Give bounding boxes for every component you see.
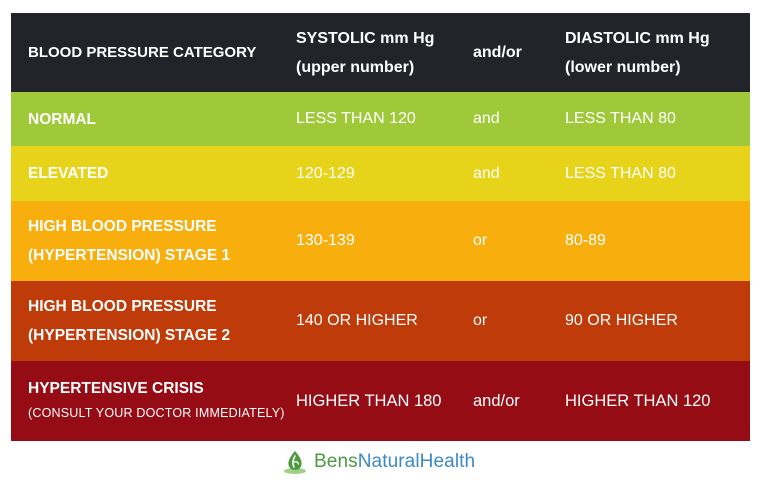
category-stage-1-line1: HIGH BLOOD PRESSURE [28,218,217,235]
table-row-stage-2: HIGH BLOOD PRESSURE (HYPERTENSION) STAGE… [11,281,750,361]
category-stage-1-line2: (HYPERTENSION) STAGE 1 [28,247,231,264]
operator-stage-1: or [473,232,488,249]
category-crisis-note: (CONSULT YOUR DOCTOR IMMEDIATELY) [28,406,285,420]
table-row-stage-1: HIGH BLOOD PRESSURE (HYPERTENSION) STAGE… [11,201,750,281]
brand-name-part1: Bens [314,451,358,472]
table-row-normal: NORMAL LESS THAN 120 and LESS THAN 80 [11,92,750,146]
brand-logo: BensNaturalHealth [282,447,475,477]
diastolic-normal: LESS THAN 80 [565,110,676,127]
diastolic-stage-1: 80-89 [565,232,606,249]
systolic-elevated: 120-129 [296,164,355,182]
blood-pressure-table: BLOOD PRESSURE CATEGORY SYSTOLIC mm Hg (… [11,13,750,441]
category-crisis-title: HYPERTENSIVE CRISIS [28,380,204,397]
systolic-normal: LESS THAN 120 [296,110,416,127]
header-diastolic: DIASTOLIC mm Hg (lower number) [565,24,750,82]
diastolic-stage-2: 90 OR HIGHER [565,312,678,329]
brand-name-part2: NaturalHealth [357,451,476,472]
table-row-crisis: HYPERTENSIVE CRISIS (CONSULT YOUR DOCTOR… [11,361,750,441]
operator-normal: and [473,110,500,127]
operator-crisis: and/or [473,391,520,410]
brand-name: BensNaturalHealth [314,451,475,473]
systolic-stage-2: 140 OR HIGHER [296,312,418,329]
systolic-stage-1: 130-139 [296,232,355,249]
category-stage-2: HIGH BLOOD PRESSURE (HYPERTENSION) STAGE… [11,292,296,350]
table-header: BLOOD PRESSURE CATEGORY SYSTOLIC mm Hg (… [11,13,750,92]
diastolic-crisis: HIGHER THAN 120 [565,391,711,410]
category-normal: NORMAL [28,110,97,128]
header-systolic: SYSTOLIC mm Hg (upper number) [296,24,473,82]
diastolic-elevated: LESS THAN 80 [565,164,676,182]
category-elevated: ELEVATED [28,165,109,182]
header-diastolic-subtitle: (lower number) [565,58,681,76]
header-diastolic-title: DIASTOLIC mm Hg [565,29,710,47]
table-row-elevated: ELEVATED 120-129 and LESS THAN 80 [11,146,750,201]
systolic-crisis: HIGHER THAN 180 [296,391,442,410]
operator-stage-2: or [473,312,488,329]
category-crisis: HYPERTENSIVE CRISIS (CONSULT YOUR DOCTOR… [11,378,296,424]
leaf-drop-icon [284,451,306,474]
category-stage-1: HIGH BLOOD PRESSURE (HYPERTENSION) STAGE… [11,212,296,270]
header-systolic-subtitle: (upper number) [296,58,415,76]
category-stage-2-line1: HIGH BLOOD PRESSURE [28,298,217,315]
category-stage-2-line2: (HYPERTENSION) STAGE 2 [28,327,231,344]
header-category: BLOOD PRESSURE CATEGORY [28,44,257,61]
header-systolic-title: SYSTOLIC mm Hg [296,29,435,47]
operator-elevated: and [473,164,500,182]
header-operator: and/or [473,43,522,61]
